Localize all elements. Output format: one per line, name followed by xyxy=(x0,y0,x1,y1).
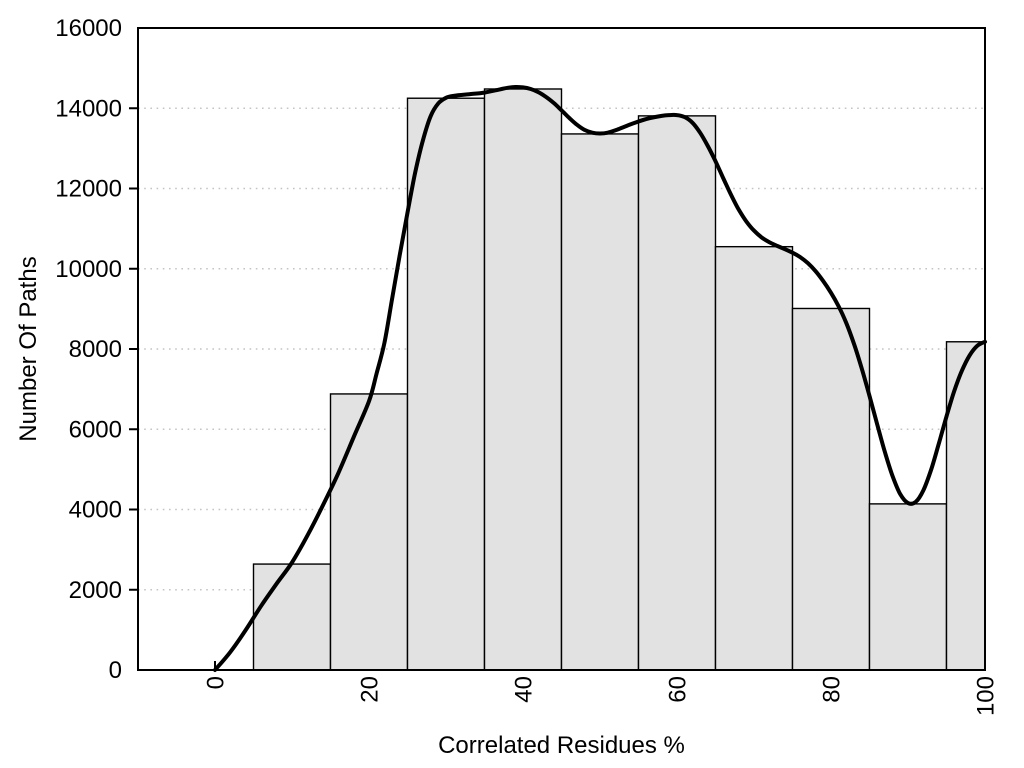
x-tick-labels: 0 20 40 60 80 100 xyxy=(203,676,1000,716)
x-tick-label: 40 xyxy=(511,676,538,703)
x-tick-label: 100 xyxy=(973,676,1000,716)
y-tick-label: 12000 xyxy=(55,176,122,203)
density-curve xyxy=(213,84,987,672)
x-tick-label: 60 xyxy=(665,676,692,703)
histogram-bar xyxy=(560,133,640,671)
y-tick-label: 4000 xyxy=(69,497,122,524)
y-tick-label: 16000 xyxy=(55,15,122,42)
histogram-bar xyxy=(791,307,871,671)
y-tick-labels: 0 2000 4000 6000 8000 10000 12000 14000 16000 xyxy=(55,15,122,684)
y-tick-label: 8000 xyxy=(69,336,122,363)
histogram-bars xyxy=(252,88,986,671)
histogram-bar xyxy=(714,245,794,671)
y-axis-title: Number Of Paths xyxy=(15,256,42,441)
y-tick-label: 6000 xyxy=(69,416,122,443)
histogram-bar xyxy=(637,115,717,671)
histogram-bar xyxy=(868,503,948,671)
y-tick-label: 0 xyxy=(109,657,122,684)
x-tick-label: 80 xyxy=(819,676,846,703)
histogram-bar xyxy=(252,563,332,671)
x-tick-label: 0 xyxy=(203,676,230,689)
y-tick-label: 14000 xyxy=(55,95,122,122)
histogram-bar xyxy=(406,97,486,671)
y-tick-marks xyxy=(129,107,138,591)
y-tick-label: 2000 xyxy=(69,577,122,604)
y-tick-label: 10000 xyxy=(55,256,122,283)
x-tick-label: 20 xyxy=(357,676,384,703)
histogram-bar xyxy=(329,393,409,671)
x-axis-title: Correlated Residues % xyxy=(438,732,685,759)
histogram-bar xyxy=(483,88,563,671)
